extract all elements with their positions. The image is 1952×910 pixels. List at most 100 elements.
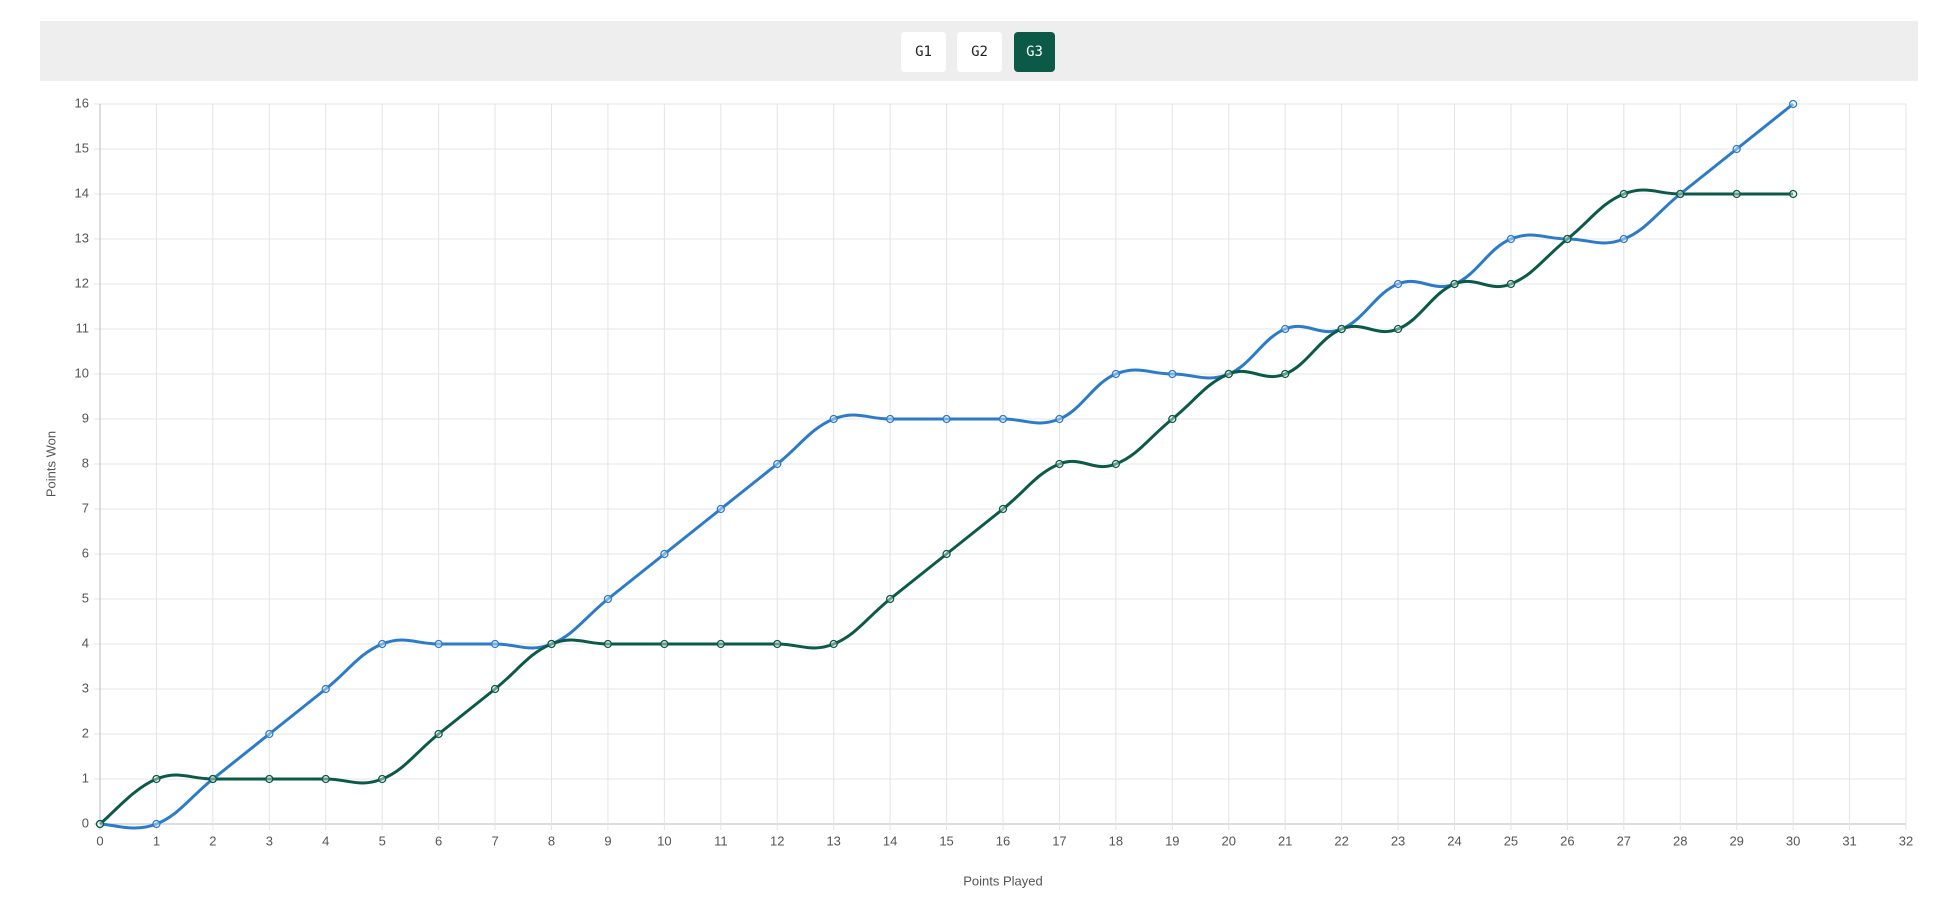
- data-point: [1055, 414, 1064, 424]
- toolbar: G1 G2 G3: [40, 21, 1918, 81]
- y-tick-label: 12: [75, 275, 89, 290]
- x-tick-label: 20: [1222, 833, 1236, 848]
- x-tick-label: 23: [1391, 833, 1405, 848]
- data-point: [1111, 459, 1121, 469]
- data-point: [773, 639, 782, 649]
- data-point: [152, 819, 161, 829]
- data-point: [547, 639, 556, 649]
- y-tick-label: 4: [82, 635, 89, 650]
- y-tick-label: 11: [76, 320, 90, 335]
- tab-button[interactable]: G1: [901, 32, 946, 72]
- x-tick-label: 17: [1052, 833, 1066, 848]
- x-tick-label: 26: [1560, 833, 1574, 848]
- x-tick-label: 4: [322, 833, 329, 848]
- data-point: [829, 414, 838, 424]
- x-tick-label: 11: [714, 833, 728, 848]
- x-tick-label: 10: [657, 833, 671, 848]
- x-tick-label: 19: [1165, 833, 1179, 848]
- y-tick-label: 6: [82, 545, 89, 560]
- data-point: [1676, 189, 1685, 199]
- x-tick-label: 6: [435, 833, 442, 848]
- y-tick-label: 7: [82, 500, 89, 515]
- y-tick-label: 3: [82, 680, 89, 695]
- data-point: [1224, 369, 1233, 379]
- x-tick-label: 5: [379, 833, 386, 848]
- x-tick-label: 15: [939, 833, 953, 848]
- x-tick-label: 31: [1842, 833, 1856, 848]
- y-tick-label: 0: [82, 815, 89, 830]
- y-tick-label: 16: [75, 95, 89, 110]
- x-tick-label: 29: [1729, 833, 1743, 848]
- x-tick-label: 18: [1109, 833, 1123, 848]
- y-tick-label: 14: [75, 185, 89, 200]
- data-point: [1450, 279, 1459, 289]
- y-tick-label: 2: [82, 725, 89, 740]
- x-tick-label: 22: [1334, 833, 1348, 848]
- y-tick-label: 15: [75, 140, 89, 155]
- data-point: [773, 459, 782, 469]
- series-line: [99, 188, 1794, 826]
- tab-button[interactable]: G2: [957, 32, 1002, 72]
- data-point: [1393, 324, 1403, 334]
- x-tick-label: 9: [604, 833, 611, 848]
- data-point: [603, 639, 613, 649]
- data-point: [998, 504, 1008, 514]
- data-point: [1788, 189, 1798, 199]
- data-point: [1732, 189, 1741, 199]
- data-point: [1619, 189, 1628, 199]
- data-point: [1619, 234, 1628, 244]
- data-point: [265, 774, 274, 784]
- x-tick-label: 25: [1504, 833, 1518, 848]
- data-point: [942, 549, 951, 559]
- data-point: [434, 639, 443, 649]
- y-tick-label: 1: [82, 770, 89, 785]
- x-tick-label: 8: [548, 833, 555, 848]
- x-tick-label: 3: [266, 833, 273, 848]
- data-point: [1055, 459, 1064, 469]
- data-point: [1281, 324, 1290, 334]
- x-tick-label: 0: [96, 833, 103, 848]
- data-point: [885, 594, 895, 604]
- data-point: [321, 774, 330, 784]
- data-point: [434, 729, 443, 739]
- data-point: [660, 639, 669, 649]
- data-point: [603, 594, 613, 604]
- x-tick-label: 27: [1617, 833, 1631, 848]
- data-point: [1168, 369, 1177, 379]
- y-tick-label: 5: [82, 590, 89, 605]
- data-point: [208, 774, 218, 784]
- data-point: [378, 774, 387, 784]
- series-line: [99, 102, 1795, 830]
- data-point: [1506, 279, 1516, 289]
- x-tick-label: 13: [826, 833, 840, 848]
- data-point: [1506, 234, 1516, 244]
- x-tick-label: 16: [996, 833, 1010, 848]
- data-point: [716, 504, 725, 514]
- data-point: [1563, 234, 1572, 244]
- data-point: [490, 639, 500, 649]
- data-point: [490, 684, 500, 694]
- data-point: [716, 639, 725, 649]
- data-point: [998, 414, 1008, 424]
- data-point: [1393, 279, 1403, 289]
- data-point: [1168, 414, 1177, 424]
- y-tick-label: 10: [75, 365, 89, 380]
- data-point: [152, 774, 161, 784]
- y-tick-label: 13: [75, 230, 89, 245]
- data-point: [378, 639, 387, 649]
- x-tick-label: 1: [153, 833, 160, 848]
- x-tick-label: 21: [1278, 833, 1292, 848]
- y-axis-label: Points Won: [43, 431, 58, 497]
- data-point: [321, 684, 330, 694]
- data-point: [1788, 99, 1798, 109]
- x-tick-label: 12: [770, 833, 784, 848]
- data-point: [1281, 369, 1290, 379]
- data-point: [265, 729, 274, 739]
- data-point: [1732, 144, 1741, 154]
- tab-button[interactable]: G3: [1014, 32, 1055, 72]
- data-point: [660, 549, 669, 559]
- data-point: [885, 414, 895, 424]
- y-tick-label: 8: [82, 455, 89, 470]
